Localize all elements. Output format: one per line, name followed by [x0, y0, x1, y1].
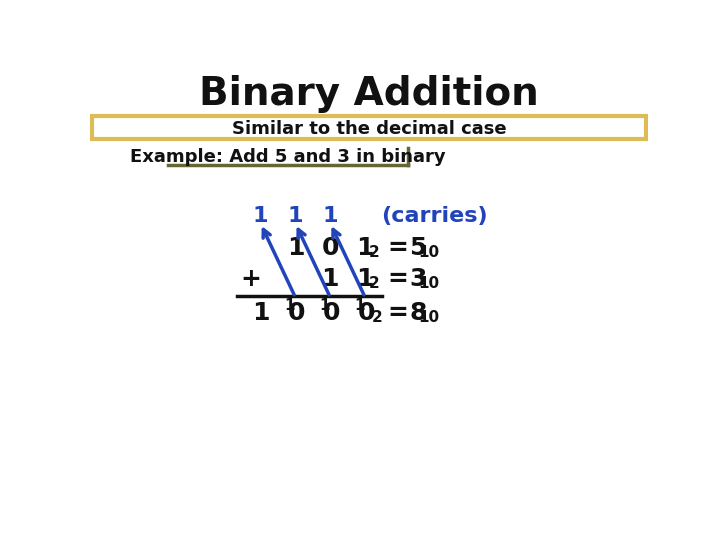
- Text: 0: 0: [358, 301, 375, 325]
- Text: 3: 3: [409, 267, 426, 291]
- Text: Example: Add 5 and 3 in binary: Example: Add 5 and 3 in binary: [130, 148, 446, 166]
- Text: 1: 1: [284, 298, 295, 313]
- Text: 1: 1: [356, 267, 374, 291]
- Text: 10: 10: [418, 276, 439, 291]
- Text: +: +: [240, 267, 261, 291]
- Text: =: =: [387, 236, 408, 260]
- Text: (carries): (carries): [382, 206, 488, 226]
- Text: 0: 0: [323, 301, 341, 325]
- Text: 1: 1: [287, 206, 303, 226]
- Text: 1: 1: [320, 298, 330, 313]
- Text: 1: 1: [287, 236, 304, 260]
- Text: Similar to the decimal case: Similar to the decimal case: [232, 120, 506, 138]
- Text: 10: 10: [418, 310, 439, 325]
- Text: 0: 0: [288, 301, 306, 325]
- Text: Binary Addition: Binary Addition: [199, 75, 539, 113]
- Text: 2: 2: [369, 276, 380, 291]
- Text: 5: 5: [409, 236, 426, 260]
- Text: =: =: [387, 301, 408, 325]
- Text: 1: 1: [356, 236, 374, 260]
- Text: 1: 1: [253, 206, 269, 226]
- Text: 0: 0: [322, 236, 339, 260]
- Text: 1: 1: [323, 206, 338, 226]
- Text: 1: 1: [252, 301, 269, 325]
- Text: 1: 1: [354, 298, 365, 313]
- FancyBboxPatch shape: [91, 117, 647, 139]
- Text: 2: 2: [369, 245, 380, 260]
- Text: 1: 1: [322, 267, 339, 291]
- Text: =: =: [387, 267, 408, 291]
- Text: 8: 8: [409, 301, 426, 325]
- Text: 2: 2: [372, 310, 382, 325]
- Text: 10: 10: [418, 245, 439, 260]
